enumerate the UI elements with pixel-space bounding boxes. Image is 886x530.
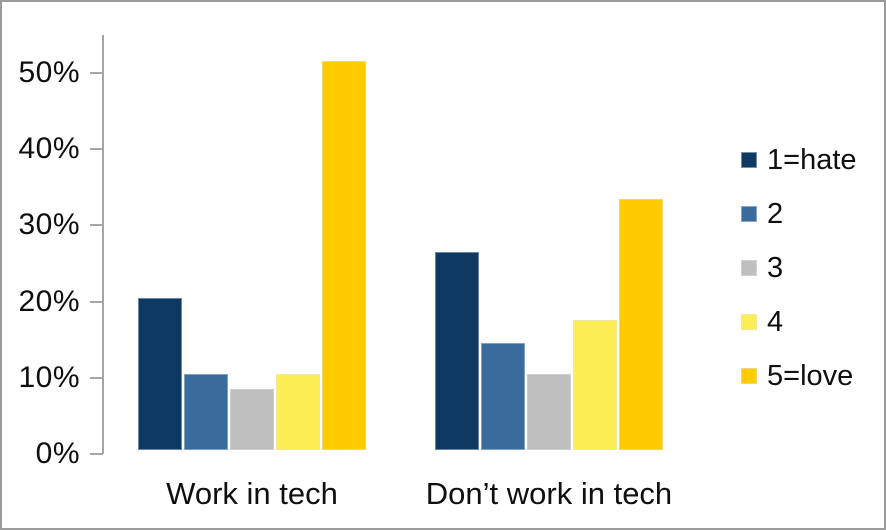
y-axis-tick	[90, 453, 103, 455]
y-axis-tick-label: 20%	[18, 284, 80, 318]
bar	[138, 298, 182, 450]
y-axis-tick-label: 0%	[35, 437, 80, 470]
bar	[527, 374, 571, 450]
bar	[435, 252, 479, 450]
y-axis-tick	[90, 376, 103, 379]
y-axis-tick	[90, 72, 103, 75]
legend-item: 4	[741, 295, 857, 349]
bar	[230, 389, 274, 450]
legend-swatch	[741, 314, 757, 330]
bar	[184, 374, 228, 450]
legend-label: 4	[767, 305, 784, 338]
legend-swatch	[741, 260, 757, 276]
y-axis-line	[102, 35, 104, 454]
bar	[573, 320, 617, 450]
y-axis-tick-label: 30%	[18, 208, 80, 242]
legend-item: 5=love	[741, 349, 857, 403]
legend-item: 2	[741, 187, 857, 241]
bar-group	[435, 199, 663, 450]
legend-swatch	[741, 152, 757, 168]
category-label: Don’t work in tech	[425, 476, 673, 511]
y-axis-tick	[90, 148, 103, 151]
y-axis-tick	[90, 224, 103, 227]
y-axis-tick-label: 40%	[18, 132, 80, 166]
y-axis-tick-label: 10%	[18, 360, 80, 394]
legend-label: 1=hate	[767, 143, 857, 176]
legend-item: 1=hate	[741, 133, 857, 187]
legend-label: 5=love	[767, 359, 854, 392]
y-axis-tick	[90, 300, 103, 303]
legend-label: 3	[767, 251, 784, 284]
legend: 1=hate 2 3 4 5=love	[741, 133, 857, 403]
bar	[322, 61, 366, 450]
legend-swatch	[741, 206, 757, 222]
legend-label: 2	[767, 197, 784, 230]
y-axis-tick-label: 50%	[18, 56, 80, 90]
legend-swatch	[741, 368, 757, 384]
bar	[276, 374, 320, 450]
bar	[481, 343, 525, 450]
legend-item: 3	[741, 241, 857, 295]
category-label: Work in tech	[166, 476, 338, 511]
bar	[619, 199, 663, 450]
bar-group	[138, 61, 366, 450]
